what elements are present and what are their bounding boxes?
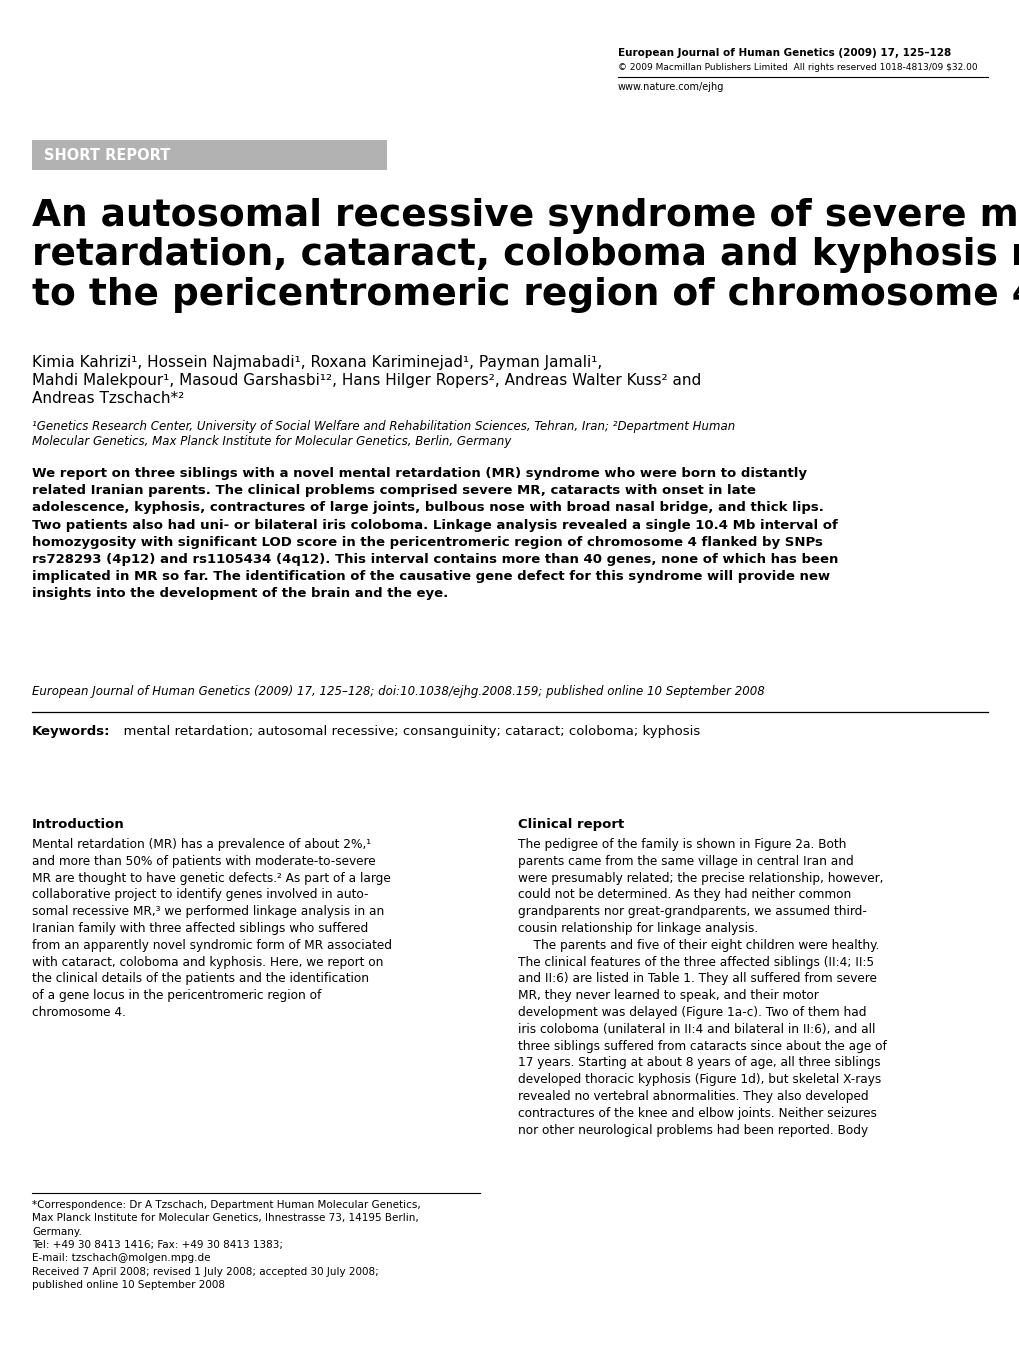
Text: The pedigree of the family is shown in Figure 2a. Both
parents came from the sam: The pedigree of the family is shown in F… xyxy=(518,838,886,1136)
Text: Introduction: Introduction xyxy=(32,818,124,832)
Text: Mahdi Malekpour¹, Masoud Garshasbi¹², Hans Hilger Ropers², Andreas Walter Kuss² : Mahdi Malekpour¹, Masoud Garshasbi¹², Ha… xyxy=(32,373,701,388)
Text: An autosomal recessive syndrome of severe mental
retardation, cataract, coloboma: An autosomal recessive syndrome of sever… xyxy=(32,197,1019,313)
Text: Andreas Tzschach*²: Andreas Tzschach*² xyxy=(32,391,184,406)
Text: Kimia Kahrizi¹, Hossein Najmabadi¹, Roxana Kariminejad¹, Payman Jamali¹,: Kimia Kahrizi¹, Hossein Najmabadi¹, Roxa… xyxy=(32,355,601,370)
Text: Molecular Genetics, Max Planck Institute for Molecular Genetics, Berlin, Germany: Molecular Genetics, Max Planck Institute… xyxy=(32,436,511,448)
Text: European Journal of Human Genetics (2009) 17, 125–128; doi:10.1038/ejhg.2008.159: European Journal of Human Genetics (2009… xyxy=(32,685,764,698)
Text: ¹Genetics Research Center, University of Social Welfare and Rehabilitation Scien: ¹Genetics Research Center, University of… xyxy=(32,421,735,433)
Text: SHORT REPORT: SHORT REPORT xyxy=(44,147,170,162)
Text: Mental retardation (MR) has a prevalence of about 2%,¹
and more than 50% of pati: Mental retardation (MR) has a prevalence… xyxy=(32,838,391,1019)
Text: Keywords:: Keywords: xyxy=(32,725,110,738)
Text: www.nature.com/ejhg: www.nature.com/ejhg xyxy=(618,82,723,93)
FancyBboxPatch shape xyxy=(32,140,386,170)
Text: © 2009 Macmillan Publishers Limited  All rights reserved 1018-4813/09 $32.00: © 2009 Macmillan Publishers Limited All … xyxy=(618,63,976,72)
Text: mental retardation; autosomal recessive; consanguinity; cataract; coloboma; kyph: mental retardation; autosomal recessive;… xyxy=(115,725,700,738)
Text: We report on three siblings with a novel mental retardation (MR) syndrome who we: We report on three siblings with a novel… xyxy=(32,467,838,600)
Text: *Correspondence: Dr A Tzschach, Department Human Molecular Genetics,
Max Planck : *Correspondence: Dr A Tzschach, Departme… xyxy=(32,1200,421,1290)
Text: Clinical report: Clinical report xyxy=(518,818,624,832)
Text: European Journal of Human Genetics (2009) 17, 125–128: European Journal of Human Genetics (2009… xyxy=(618,48,951,59)
